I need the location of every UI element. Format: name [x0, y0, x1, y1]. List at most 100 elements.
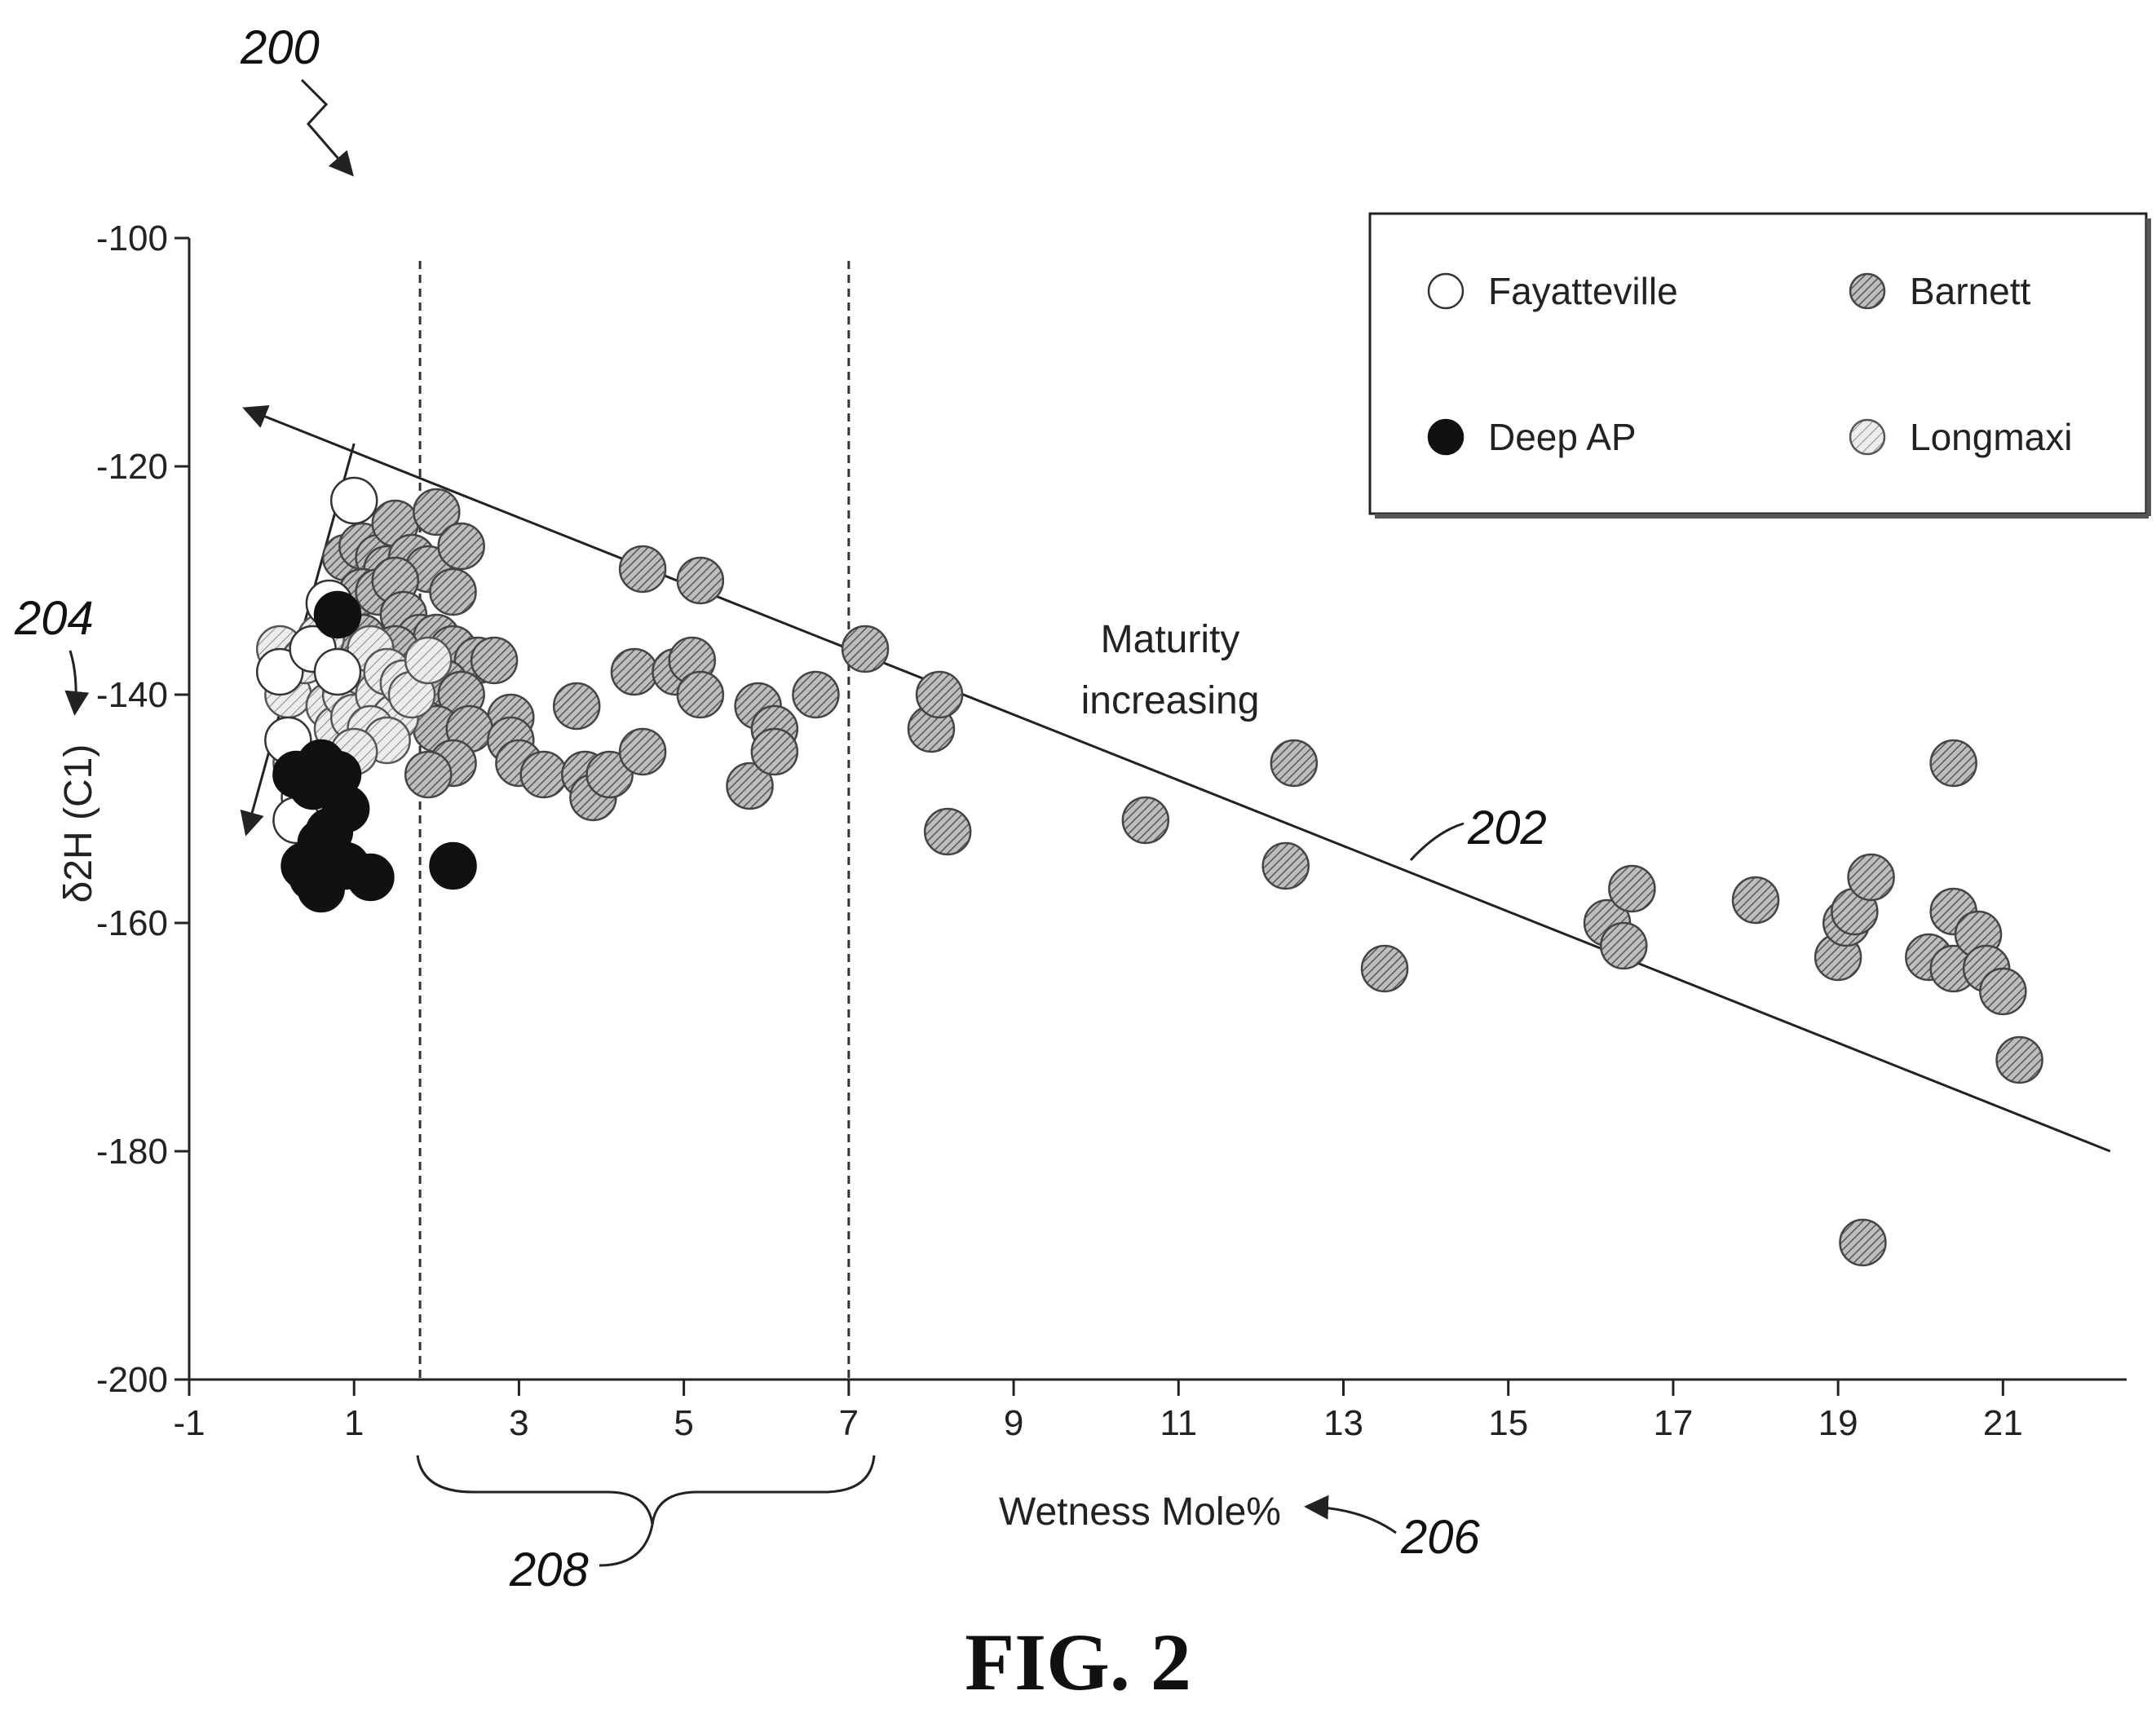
ref-204-arrow [64, 650, 90, 716]
data-point [1995, 1035, 2043, 1084]
x-tick-label: 7 [839, 1403, 859, 1443]
data-point [1608, 864, 1656, 913]
x-axis-title: Wetness Mole% [999, 1490, 1281, 1534]
series-deep-ap [272, 590, 477, 913]
annotation-line-2: increasing [1081, 679, 1260, 722]
legend-marker [1849, 272, 1886, 310]
data-point [404, 750, 453, 799]
x-tick-label: -1 [173, 1403, 205, 1443]
x-tick-label: 17 [1653, 1403, 1693, 1443]
data-point [470, 636, 519, 685]
data-points [255, 476, 2043, 1267]
data-point [429, 567, 477, 616]
y-tick-label: -180 [96, 1132, 168, 1172]
data-point [610, 647, 659, 696]
x-tick-label: 9 [1004, 1403, 1023, 1443]
legend-label: Deep AP [1488, 416, 1637, 458]
figure-caption: FIG. 2 [965, 1617, 1191, 1707]
data-point [429, 841, 477, 890]
dashed-reference-lines [418, 261, 850, 1380]
annotation-line-1: Maturity [1101, 618, 1240, 661]
data-point [1731, 876, 1780, 925]
y-tick-label: -100 [96, 219, 168, 258]
legend-marker [1849, 418, 1886, 456]
data-point [618, 727, 667, 776]
x-tick-label: 21 [1983, 1403, 2023, 1443]
bracket-leader [599, 1524, 654, 1567]
data-point [1929, 739, 1977, 788]
x-tick-label: 3 [509, 1403, 528, 1443]
x-tick-label: 13 [1323, 1403, 1363, 1443]
ref-202-leader [1409, 822, 1465, 862]
legend-marker [1427, 272, 1465, 310]
data-point [437, 522, 485, 571]
data-point [404, 636, 453, 685]
x-tick-label: 15 [1488, 1403, 1528, 1443]
data-point [1270, 739, 1319, 788]
data-point [841, 625, 890, 673]
ref-200-arrow [300, 78, 354, 177]
data-point [413, 488, 461, 536]
data-point [1600, 921, 1648, 970]
bracket-208: 208 [416, 1455, 876, 1596]
ref-label-204: 204 [14, 592, 94, 645]
maturity-trend-line [242, 404, 2111, 1153]
data-point [792, 670, 840, 719]
data-point [1121, 796, 1170, 845]
y-tick-label: -200 [96, 1360, 168, 1400]
legend-item: Deep AP [1427, 416, 1637, 458]
y-tick-label: -120 [96, 447, 168, 487]
reference-202: 202 [1409, 801, 1547, 862]
data-point [1847, 853, 1895, 902]
legend-item: Barnett [1849, 270, 2031, 312]
data-point [915, 670, 964, 719]
legend-label: Barnett [1910, 270, 2031, 312]
x-tick-label: 11 [1160, 1403, 1197, 1443]
data-point [255, 647, 304, 696]
legend-item: Longmaxi [1849, 416, 2072, 458]
data-point [329, 476, 378, 525]
legend: Fayatteville Deep AP Barnett Longmaxi [1368, 212, 2151, 519]
y-tick-label: -160 [96, 903, 168, 943]
reference-200: 200 [240, 21, 354, 177]
reference-206: 206 [1304, 1494, 1481, 1564]
data-point [519, 750, 568, 799]
reference-204: 204 [14, 592, 94, 716]
ref-label-200: 200 [240, 21, 320, 74]
x-tick-label: 19 [1818, 1403, 1858, 1443]
legend-item: Fayatteville [1427, 270, 1678, 312]
y-ticks: -100 -120 -140 -160 -180 -200 [96, 219, 189, 1400]
data-point [1261, 841, 1310, 890]
data-point [552, 682, 601, 731]
legend-items: Fayatteville Deep AP Barnett Longmaxi [1427, 270, 2072, 458]
ref-label-206: 206 [1400, 1511, 1481, 1564]
data-point [1839, 1218, 1887, 1267]
ref-label-208: 208 [509, 1543, 589, 1596]
data-point [923, 807, 972, 856]
data-point [618, 545, 667, 594]
data-point [750, 727, 799, 776]
data-point [1360, 944, 1409, 993]
data-point [726, 762, 774, 810]
y-tick-label: -140 [96, 675, 168, 715]
y-axis-title: δ2H (C1) [57, 744, 100, 903]
data-point [676, 556, 725, 605]
data-point [313, 647, 362, 696]
x-ticks: -1 1 3 5 7 9 11 13 15 17 19 21 [173, 1380, 2023, 1443]
legend-label: Longmaxi [1910, 416, 2072, 458]
legend-label: Fayatteville [1488, 270, 1678, 312]
legend-marker [1427, 418, 1465, 456]
data-point [676, 670, 725, 719]
data-point [347, 853, 395, 902]
data-point [1979, 967, 2027, 1016]
bracket-path [416, 1455, 876, 1525]
legend-frame [1368, 212, 2148, 515]
x-tick-label: 5 [674, 1403, 693, 1443]
ref-label-202: 202 [1467, 801, 1547, 854]
series-barnett [321, 488, 2043, 1267]
data-point [585, 750, 634, 799]
ref-206-arrow [1304, 1494, 1397, 1534]
plot-area: -100-120-140-160-180-200 -1 1 3 5 7 9 11 13 15 17… [96, 219, 2127, 1443]
maturity-annotation: Maturity increasing [1081, 618, 1260, 722]
